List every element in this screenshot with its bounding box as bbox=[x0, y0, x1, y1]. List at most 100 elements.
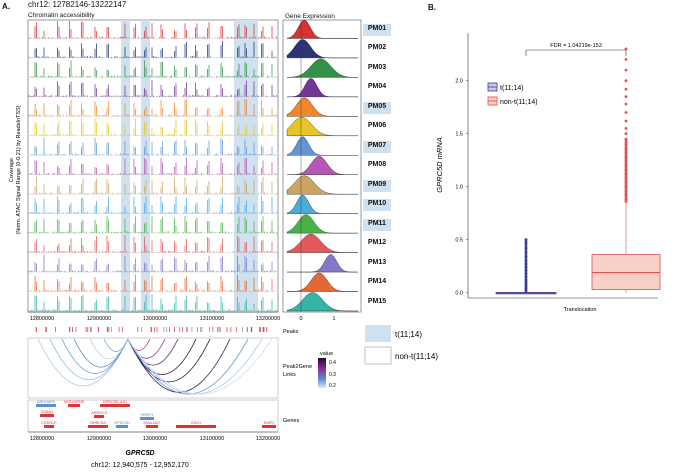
value-tick-1: 0.4 bbox=[329, 360, 336, 366]
gene-body bbox=[88, 425, 108, 428]
sample-label-pm14: PM14 bbox=[367, 278, 387, 286]
genes-tick-4: 13100000 bbox=[200, 436, 224, 442]
genes-tick-3: 13000000 bbox=[143, 436, 167, 442]
links-frame bbox=[27, 337, 279, 399]
expression-ridge-pm03 bbox=[286, 58, 359, 78]
genes-label: Genes bbox=[283, 418, 299, 424]
expression-ridge-pm09 bbox=[286, 175, 358, 195]
panel-a-figure: Coverage (Norm. ATAC Signal Range (0-0.2… bbox=[9, 19, 438, 469]
sample-label-pm12: PM12 bbox=[367, 239, 387, 247]
expression-ridge-pm10 bbox=[286, 195, 358, 214]
outlier-point bbox=[624, 79, 628, 83]
gene-label-arrdc4: ARRDC4 bbox=[91, 411, 107, 415]
sample-label-pm03: PM03 bbox=[367, 63, 387, 71]
panel-b-boxplot: 0.0 0.5 1.0 1.5 2.0 GPRC5D mRNA Translocatio… bbox=[435, 33, 661, 313]
outlier-point bbox=[624, 102, 628, 106]
legend-non-t-swatch bbox=[364, 346, 392, 365]
legend-t-label: t(11;14) bbox=[395, 330, 422, 339]
peak2gene-arc bbox=[103, 338, 129, 352]
links-label-2: Links bbox=[283, 372, 296, 378]
gene-label-arhgap9: ARHGAP9 bbox=[37, 400, 55, 404]
value-tick-2: 0.3 bbox=[329, 372, 336, 378]
gene-body bbox=[68, 404, 80, 407]
legend-t-text: t(11;14) bbox=[500, 85, 524, 92]
peak2gene-arc bbox=[73, 338, 129, 368]
peak2gene-arc bbox=[127, 338, 231, 393]
outlier-point bbox=[624, 119, 628, 123]
coverage-track-pm11 bbox=[28, 216, 277, 234]
outlier-point bbox=[624, 132, 628, 136]
expression-ridges bbox=[286, 19, 359, 312]
outlier-point bbox=[624, 111, 628, 114]
gene-label-gprc5d: GPRC5D bbox=[114, 421, 130, 425]
expression-ridge-pm02 bbox=[286, 39, 358, 59]
peak2gene-arc bbox=[127, 338, 211, 382]
boxplot-ylabel: GPRC5D mRNA bbox=[435, 137, 444, 192]
gene-label-gprc5d-as1: GPRC5D-AS1 bbox=[103, 400, 127, 404]
outlier-point bbox=[624, 58, 628, 61]
gene-body bbox=[140, 417, 154, 420]
genomic-tick-5: 13200000 bbox=[256, 316, 280, 322]
chromatin-accessibility-title: Chromatin accessibility bbox=[28, 12, 95, 19]
boxplot-y-ticks: 0.0 0.5 1.0 1.5 2.0 bbox=[455, 79, 468, 297]
gene-body bbox=[262, 425, 276, 428]
boxplot-boxes bbox=[495, 47, 661, 295]
gene-body bbox=[40, 414, 54, 417]
legend-t-swatch bbox=[365, 325, 391, 342]
expression-ridge-pm11 bbox=[286, 214, 358, 234]
gene-label-gsg1: GSG1 bbox=[191, 421, 202, 425]
sample-label-pm07: PM07 bbox=[363, 140, 391, 153]
value-legend-title: value bbox=[320, 351, 333, 357]
expression-frame bbox=[282, 19, 362, 313]
expression-ridge-pm01 bbox=[286, 19, 358, 39]
sample-label-pm13: PM13 bbox=[367, 258, 387, 266]
outlier-point bbox=[624, 87, 628, 91]
sample-label-pm05: PM05 bbox=[363, 101, 391, 114]
peak2gene-arc bbox=[89, 338, 129, 360]
gene-label-emp1: EMP1 bbox=[264, 421, 274, 425]
genomic-tick-3: 13000000 bbox=[143, 316, 167, 322]
expression-ridge-pm06 bbox=[286, 117, 358, 136]
boxplot-xlabel: Translocation bbox=[564, 307, 597, 313]
outlier-point bbox=[624, 95, 628, 98]
coverage-track-pm02 bbox=[28, 41, 277, 58]
sample-label-pm04: PM04 bbox=[367, 83, 387, 91]
peak2gene-arc bbox=[127, 338, 249, 395]
genes-tick-5: 13200000 bbox=[256, 436, 280, 442]
gene-label-kiaa1467: KIAA1467 bbox=[143, 421, 160, 425]
region-title: chr12: 12782146-13222147 bbox=[28, 0, 127, 9]
sample-label-pm02: PM02 bbox=[367, 44, 387, 52]
expr-tick-0: 0 bbox=[299, 316, 302, 322]
peak2gene-arcs bbox=[37, 338, 273, 395]
gene-body bbox=[146, 425, 158, 428]
outlier-point bbox=[624, 126, 628, 130]
genes-tick-2: 12900000 bbox=[87, 436, 111, 442]
y-tick-label: 1.5 bbox=[455, 132, 463, 138]
zoom-coordinates: chr12: 12,940,575 - 12,952,170 bbox=[91, 462, 189, 469]
outlier-point bbox=[624, 68, 628, 72]
sample-label-pm09: PM09 bbox=[363, 179, 391, 192]
gene-body bbox=[176, 425, 216, 428]
expression-ridge-pm12 bbox=[286, 233, 358, 253]
genomic-tick-4: 13100000 bbox=[200, 316, 224, 322]
gene-body bbox=[116, 425, 128, 428]
panel-b-letter: B. bbox=[428, 3, 436, 12]
y-tick-label: 0.5 bbox=[455, 238, 463, 244]
coverage-ylabel-1: Coverage bbox=[9, 158, 15, 182]
links-label-1: Peak2Gene bbox=[283, 364, 312, 370]
sample-label-pm10: PM10 bbox=[363, 199, 391, 212]
sample-label-pm06: PM06 bbox=[367, 122, 387, 130]
expression-ridge-pm13 bbox=[287, 254, 359, 273]
sample-label-pm08: PM08 bbox=[367, 161, 387, 169]
gene-expression-title: Gene Expression bbox=[285, 13, 335, 20]
sample-label-pm11: PM11 bbox=[363, 218, 391, 231]
gene-label-aes13-pde: AES13/PDE bbox=[64, 400, 85, 404]
gene-models: ARHGAP9 AES13/PDE GPRC5D-AS1 CDKN1 CDKN1P ARR… bbox=[36, 400, 276, 428]
gene-label-cdkn1: CDKN1 bbox=[41, 410, 54, 414]
gene-body bbox=[94, 415, 104, 418]
zoom-gene-name: GPRC5D bbox=[125, 450, 154, 457]
expression-ridge-pm08 bbox=[286, 156, 358, 175]
genomic-tick-1: 12800000 bbox=[30, 316, 54, 322]
panel-a-letter: A. bbox=[2, 2, 10, 11]
gene-body bbox=[100, 404, 130, 407]
